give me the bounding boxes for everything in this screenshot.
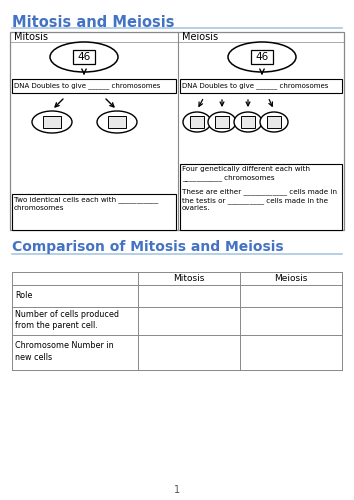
FancyBboxPatch shape [43, 116, 61, 128]
Ellipse shape [183, 112, 211, 132]
FancyBboxPatch shape [267, 116, 281, 128]
FancyBboxPatch shape [215, 116, 229, 128]
Text: Mitosis: Mitosis [173, 274, 205, 283]
Text: 46: 46 [78, 52, 91, 62]
Text: Mitosis: Mitosis [14, 32, 48, 42]
Text: Role: Role [15, 290, 32, 300]
FancyBboxPatch shape [73, 50, 95, 64]
Text: Meiosis: Meiosis [182, 32, 218, 42]
Text: Comparison of Mitosis and Meiosis: Comparison of Mitosis and Meiosis [12, 240, 284, 254]
FancyBboxPatch shape [12, 194, 176, 230]
Ellipse shape [208, 112, 236, 132]
Text: Meiosis: Meiosis [274, 274, 308, 283]
FancyBboxPatch shape [190, 116, 204, 128]
FancyBboxPatch shape [10, 32, 344, 230]
Text: Mitosis and Meiosis: Mitosis and Meiosis [12, 15, 175, 30]
FancyBboxPatch shape [251, 50, 273, 64]
Text: 1: 1 [174, 485, 180, 495]
Text: Two identical cells each with ___________
chromosomes: Two identical cells each with __________… [14, 196, 158, 211]
FancyBboxPatch shape [180, 79, 342, 93]
FancyBboxPatch shape [12, 79, 176, 93]
FancyBboxPatch shape [241, 116, 255, 128]
FancyBboxPatch shape [108, 116, 126, 128]
Text: 46: 46 [255, 52, 269, 62]
Text: Number of cells produced
from the parent cell.: Number of cells produced from the parent… [15, 310, 119, 330]
Text: DNA Doubles to give ______ chromosomes: DNA Doubles to give ______ chromosomes [182, 82, 329, 89]
FancyBboxPatch shape [180, 164, 342, 230]
Ellipse shape [234, 112, 262, 132]
Text: DNA Doubles to give ______ chromosomes: DNA Doubles to give ______ chromosomes [14, 82, 160, 89]
Text: Four genetically different each with
___________ chromosomes: Four genetically different each with ___… [182, 166, 310, 180]
Text: These are either ____________ cells made in
the testis or __________ cells made : These are either ____________ cells made… [182, 188, 337, 212]
Ellipse shape [228, 42, 296, 72]
Ellipse shape [32, 111, 72, 133]
Ellipse shape [97, 111, 137, 133]
Ellipse shape [260, 112, 288, 132]
Ellipse shape [50, 42, 118, 72]
Text: Chromosome Number in
new cells: Chromosome Number in new cells [15, 342, 114, 361]
